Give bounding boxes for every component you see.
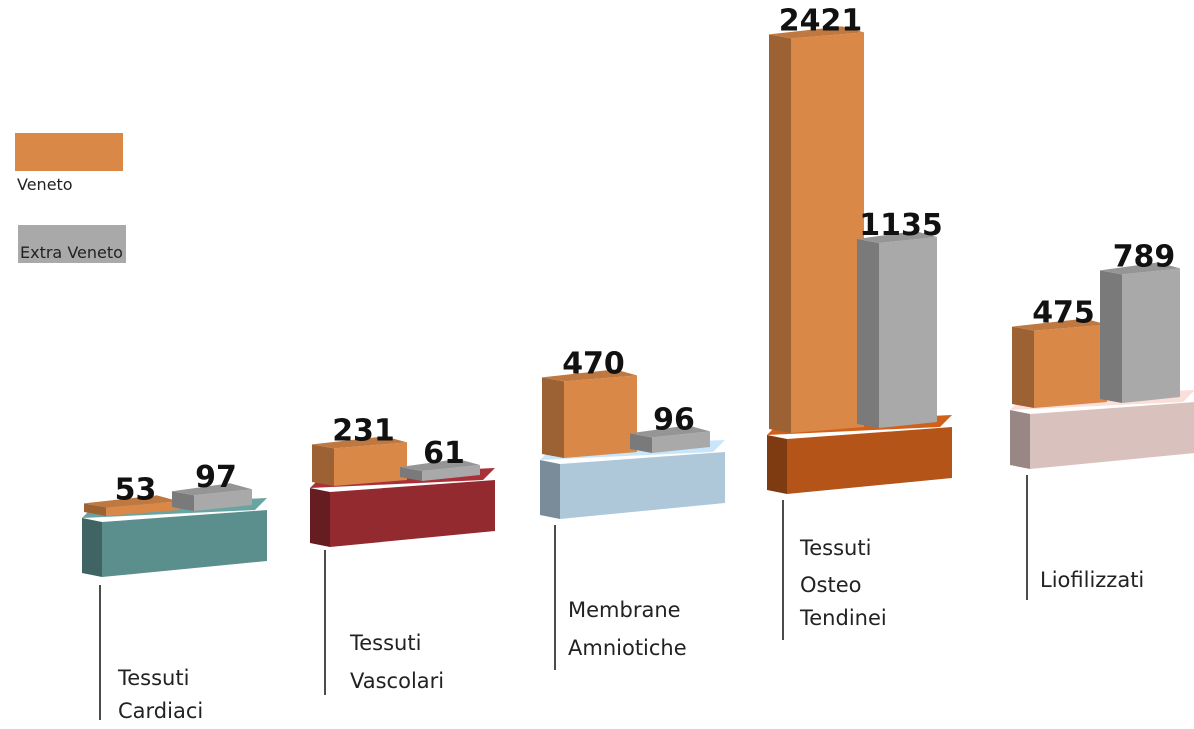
- category-label-line: Vascolari: [350, 669, 444, 693]
- value-label: 96: [653, 402, 695, 437]
- bar-side: [400, 467, 422, 481]
- legend-label: Veneto: [17, 175, 73, 194]
- base-side: [1010, 410, 1030, 469]
- legend-label: Extra Veneto: [20, 243, 123, 262]
- base-front: [330, 480, 495, 547]
- base-side: [767, 435, 787, 494]
- bar-side: [630, 433, 652, 453]
- bar: [1012, 318, 1107, 408]
- bar: [1100, 262, 1180, 403]
- bar-top: [1012, 318, 1107, 331]
- value-label: 2421: [779, 3, 863, 38]
- category-label-line: Cardiaci: [118, 699, 203, 723]
- value-label: 789: [1113, 239, 1176, 274]
- bar-top: [630, 425, 710, 438]
- bar: [312, 436, 407, 486]
- bar-side: [172, 491, 194, 511]
- category-label: Membrane Amniotiche: [568, 598, 687, 660]
- bar-side: [84, 503, 106, 516]
- bar-side: [857, 238, 879, 428]
- value-label: 231: [332, 413, 395, 448]
- category-label-line: Liofilizzati: [1040, 568, 1144, 592]
- category-label-line: Tendinei: [799, 606, 887, 630]
- base-side: [540, 460, 560, 519]
- bar-front: [194, 489, 252, 511]
- category-label: Tessuti Vascolari: [349, 631, 444, 693]
- bar: [542, 369, 637, 458]
- bar-top: [857, 230, 937, 243]
- bar-side: [769, 34, 791, 433]
- bar-front: [422, 465, 480, 481]
- bar-front: [334, 442, 407, 486]
- bar-front: [564, 375, 637, 458]
- bar-side: [542, 377, 564, 458]
- base-side: [82, 518, 102, 577]
- value-label: 470: [562, 346, 625, 381]
- bar-front: [106, 501, 179, 516]
- bar-front: [791, 32, 864, 433]
- category-label-line: Tessuti: [799, 536, 871, 560]
- bar-front: [1122, 268, 1180, 403]
- base-front: [560, 452, 725, 519]
- bar-top: [542, 369, 637, 382]
- base-front: [102, 510, 267, 577]
- bar: [630, 425, 710, 453]
- bar-top: [1100, 262, 1180, 275]
- category-label-line: Tessuti: [349, 631, 421, 655]
- bar: [857, 230, 937, 428]
- bar-side: [1100, 270, 1122, 403]
- legend-swatch: [18, 225, 126, 263]
- bar: [84, 495, 179, 516]
- value-label: 97: [195, 460, 237, 495]
- base-side: [310, 488, 330, 547]
- value-label: 61: [423, 436, 465, 471]
- category-label: Liofilizzati: [1040, 568, 1144, 592]
- base-front: [787, 427, 952, 494]
- value-label: 475: [1032, 296, 1095, 331]
- value-label: 1135: [859, 208, 943, 243]
- bar-top: [769, 26, 864, 39]
- category-label-line: Membrane: [568, 598, 681, 622]
- base-front: [1030, 402, 1194, 469]
- bar-side: [312, 444, 334, 486]
- bar-top: [84, 495, 179, 508]
- bar-top: [312, 436, 407, 449]
- value-label: 53: [115, 472, 157, 507]
- bar-front: [879, 236, 937, 428]
- bar-top: [172, 483, 252, 496]
- category-label-line: Tessuti: [117, 666, 189, 690]
- category-label-line: Amniotiche: [568, 636, 687, 660]
- category-label: Tessuti Osteo Tendinei: [799, 536, 887, 630]
- category-label: Tessuti Cardiaci: [117, 666, 203, 723]
- category-label-line: Osteo: [800, 573, 861, 597]
- bar: [769, 26, 864, 433]
- bar: [400, 459, 480, 481]
- bar-front: [652, 431, 710, 453]
- bar-front: [1034, 324, 1107, 408]
- bar-side: [1012, 326, 1034, 408]
- bar-top: [400, 459, 480, 472]
- legend-swatch: [15, 133, 123, 171]
- bar: [172, 483, 252, 511]
